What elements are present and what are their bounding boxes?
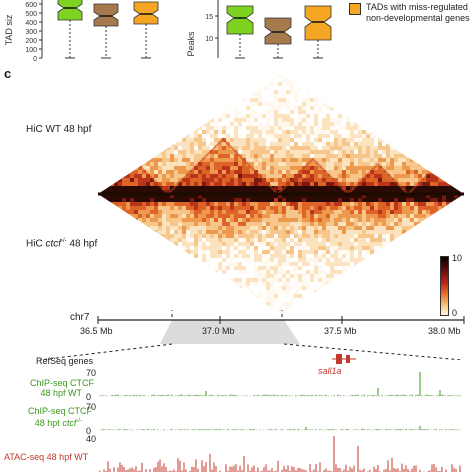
boxplot-left-box bbox=[57, 0, 83, 21]
hic-wt-label: HiC WT 48 hpf bbox=[26, 124, 92, 135]
boxplot-left-tick: 400 bbox=[25, 20, 37, 27]
boxplot-right-box bbox=[226, 5, 254, 35]
boxplot-left-tick: 0 bbox=[33, 56, 37, 63]
hic-mutant-label: HiC ctcf-/- 48 hpf bbox=[26, 238, 98, 250]
boxplot-right-box bbox=[264, 17, 292, 45]
axis-tick-3: 37.5 Mb bbox=[324, 326, 357, 336]
colorbar-min: 0 bbox=[452, 308, 458, 318]
legend-label: TADs with miss-regulated non-development… bbox=[366, 2, 470, 24]
ctcf-mut-max: 70 bbox=[86, 402, 97, 412]
atac-label: ATAC-seq 48 hpf WT bbox=[4, 452, 89, 462]
legend-line-1: TADs with miss-regulated bbox=[366, 2, 468, 12]
ctcf-mut-label: ChIP-seq CTCF 48 hpt ctcf-/- bbox=[28, 406, 93, 428]
gene-glyph bbox=[332, 354, 356, 364]
signal-tracks bbox=[99, 372, 462, 472]
atac-track bbox=[99, 436, 461, 472]
ctcf-wt-label: ChIP-seq CTCF 48 hpf WT bbox=[30, 378, 95, 398]
ctcf-wt-min: 0 bbox=[86, 392, 92, 402]
boxplot-right-tick: 15 bbox=[205, 14, 213, 21]
colorbar-max: 10 bbox=[452, 253, 463, 263]
boxplot-right-ylabel: Peaks bbox=[186, 31, 196, 57]
refseq-label: RefSeq genes bbox=[36, 356, 94, 366]
boxplot-left: TAD siz 0 100 200 300 400 500 600 bbox=[4, 0, 159, 63]
hic-heatmap bbox=[98, 74, 464, 314]
boxplot-left-tick: 300 bbox=[25, 29, 37, 36]
chrom-label: chr7 bbox=[70, 312, 90, 323]
legend-line-2: non-developmental genes bbox=[366, 13, 470, 23]
legend-swatch-orange bbox=[349, 3, 361, 15]
atac-max: 40 bbox=[86, 434, 97, 444]
boxplot-right-tick: 10 bbox=[205, 36, 213, 43]
axis-tick-4: 38.0 Mb bbox=[428, 326, 461, 336]
colorbar bbox=[440, 256, 449, 316]
boxplot-left-tick: 100 bbox=[25, 47, 37, 54]
boxplot-left-box bbox=[133, 1, 159, 25]
panel-label: c bbox=[4, 66, 12, 81]
ctcf-wt-track bbox=[99, 372, 461, 396]
gene-name: sall1a bbox=[318, 366, 342, 376]
boxplot-right-box bbox=[304, 5, 332, 41]
boxplot-right: Peaks 15 10 bbox=[186, 0, 332, 59]
axis-tick-2: 37.0 Mb bbox=[202, 326, 235, 336]
boxplot-left-tick: 200 bbox=[25, 38, 37, 45]
boxplot-left-ylabel: TAD siz bbox=[4, 14, 14, 45]
axis-tick-1: 36.5 Mb bbox=[80, 326, 113, 336]
boxplot-region: TAD siz 0 100 200 300 400 500 600 Peaks 15 10 bbox=[4, 0, 332, 63]
boxplot-left-tick: 500 bbox=[25, 11, 37, 18]
ctcf-mut-min: 0 bbox=[86, 426, 92, 436]
ctcf-mut-track bbox=[101, 426, 459, 430]
boxplot-left-box bbox=[93, 3, 119, 27]
ctcf-wt-max: 70 bbox=[86, 368, 97, 378]
genome-axis bbox=[39, 310, 465, 360]
boxplot-left-tick: 600 bbox=[25, 2, 37, 9]
